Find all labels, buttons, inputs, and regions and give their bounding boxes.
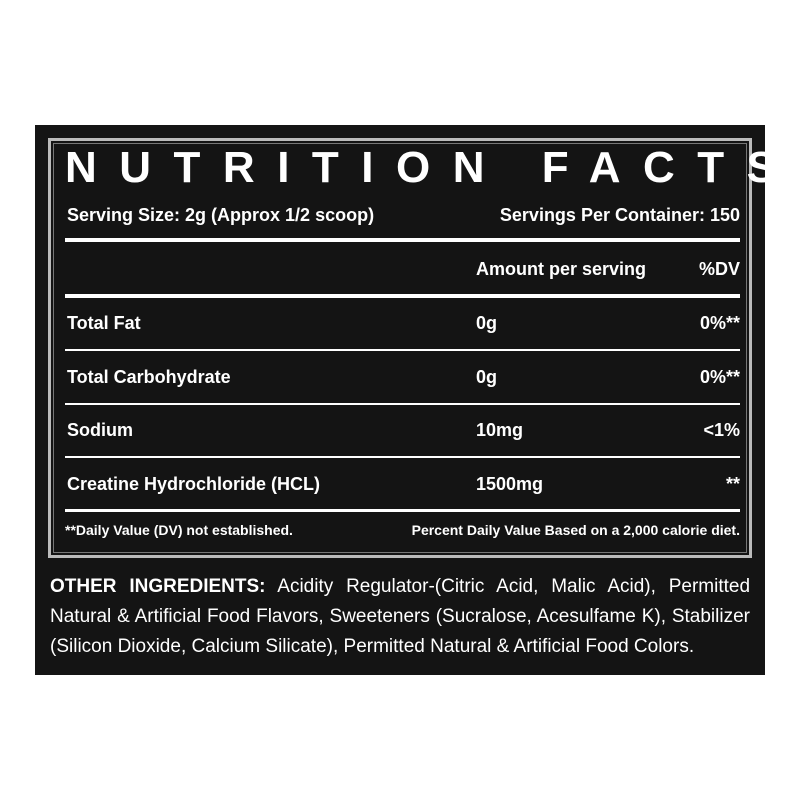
nutrient-name: Sodium [67,420,133,440]
footnote: Percent Daily Value Based on a 2,000 cal… [411,522,740,538]
nutrient-amount: 10mg [476,420,524,440]
nutrient-name: Total Carbohydrate [67,366,231,387]
nutrient-dv: 0%** [699,313,740,333]
serving-size: Serving Size: 2g (Approx 1/2 scoop) [67,205,375,225]
other-ingredients: OTHER INGREDIENTS: Acidity Regulator-(Ci… [50,572,750,662]
ingredients-label: OTHER INGREDIENTS: [50,576,266,597]
nutrient-name: Creatine Hydrochloride (HCL) [67,473,321,494]
row-divider [65,402,740,405]
servings-per-container: Servings Per Container: 150 [499,205,740,225]
facts-box [48,138,752,558]
divider [65,294,740,298]
divider [65,509,740,512]
row-divider [65,349,740,351]
nutrient-amount: 0g [476,366,498,387]
nutrient-dv: 0%** [699,366,740,387]
ingredients-text: Acidity Regulator-(Citric Acid, Malic Ac… [50,576,751,657]
row-divider [65,456,740,458]
nutrient-name: Total Fat [67,313,141,333]
nutrition-label: NUTRITION FACTS Serving Size: 2g (Approx… [35,125,799,675]
nutrient-dv: ** [725,473,740,494]
nutrient-amount: 0g [476,313,498,333]
header-dv: %DV [698,259,740,279]
footnote: **Daily Value (DV) not established. [65,522,293,538]
title: NUTRITION FACTS [65,143,799,192]
divider [65,238,740,242]
nutrient-dv: <1% [703,420,740,440]
nutrient-amount: 1500mg [476,473,544,494]
header-amount: Amount per serving [476,259,647,279]
